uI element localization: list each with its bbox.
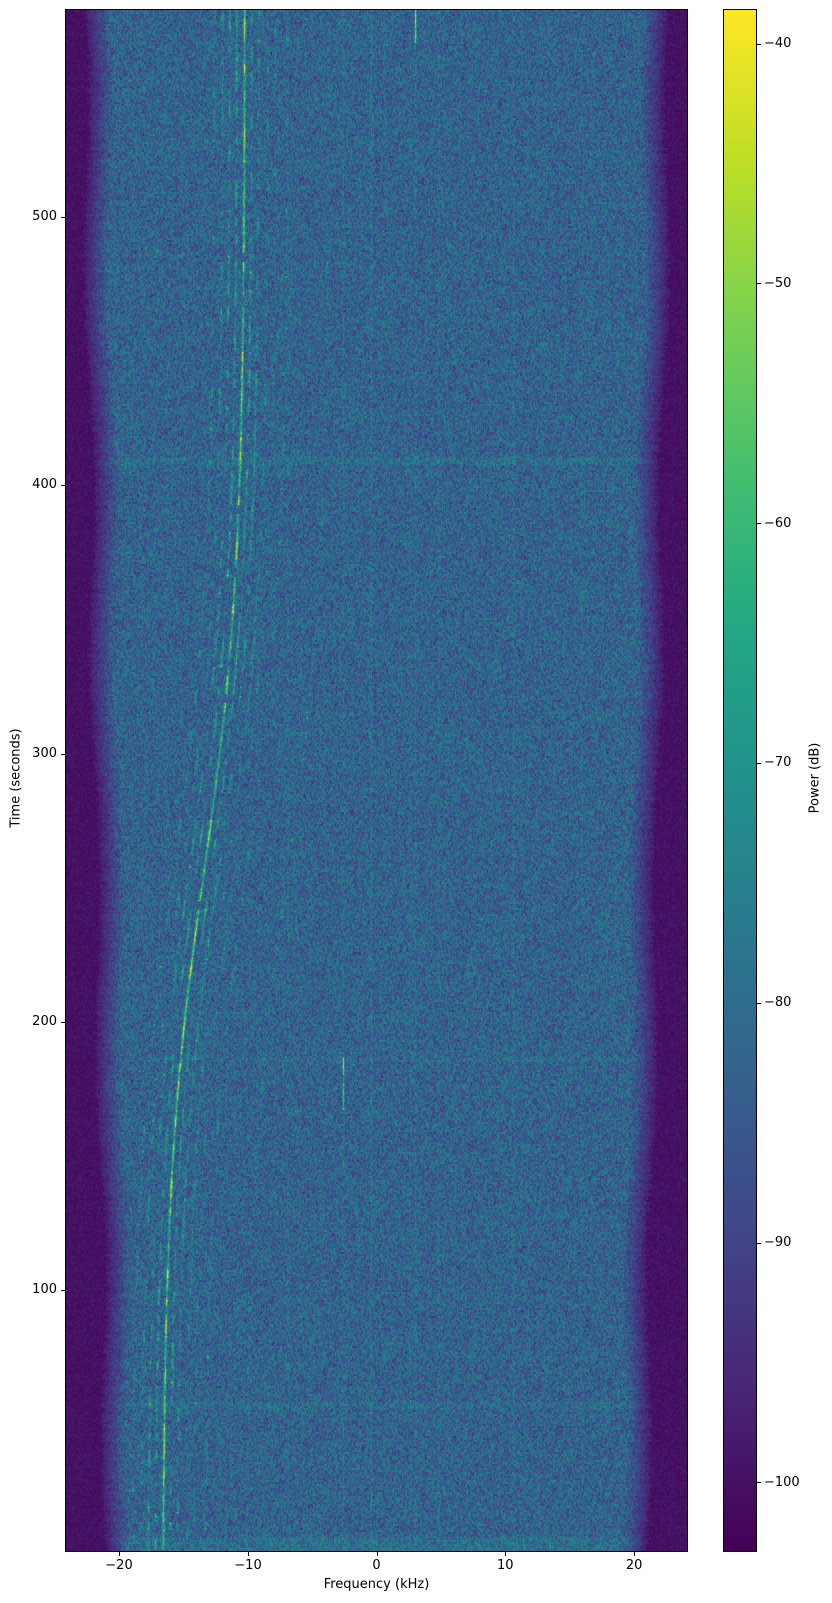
x-axis-label: Frequency (kHz)	[323, 1577, 430, 1592]
x-tick-mark	[505, 1552, 507, 1556]
y-tick-label: 200	[32, 1014, 57, 1029]
colorbar-tick-label: −100	[764, 1474, 800, 1490]
spectrogram-canvas	[66, 10, 687, 1551]
x-tick-label: −20	[105, 1558, 133, 1573]
colorbar-tick-label: −90	[764, 1235, 792, 1250]
y-tick-mark	[61, 485, 65, 487]
colorbar-label: Power (dB)	[807, 742, 823, 814]
y-tick-label: 100	[32, 1282, 57, 1298]
y-tick-mark	[61, 1290, 65, 1292]
colorbar-tick-label: −60	[764, 515, 792, 531]
colorbar-tick-mark	[757, 1482, 761, 1484]
y-tick-mark	[61, 217, 65, 218]
y-tick-label: 400	[32, 477, 57, 493]
colorbar-tick-mark	[757, 763, 761, 764]
colorbar-tick-mark	[757, 43, 761, 45]
y-tick-mark	[61, 753, 65, 755]
x-tick-label: 0	[372, 1558, 381, 1573]
x-tick-mark	[118, 1552, 120, 1556]
colorbar-tick-label: −40	[764, 36, 792, 51]
y-tick-label: 500	[32, 209, 57, 224]
colorbar-tick-label: −50	[764, 275, 792, 291]
plot-area	[65, 9, 688, 1552]
colorbar-tick-mark	[757, 1002, 761, 1004]
colorbar-tick-label: −70	[764, 755, 792, 771]
x-tick-label: 20	[625, 1558, 643, 1573]
x-tick-mark	[247, 1552, 249, 1556]
y-tick-label: 300	[32, 745, 57, 761]
x-tick-mark	[376, 1552, 378, 1556]
y-axis-label: Time (seconds)	[8, 728, 24, 828]
colorbar-tick-mark	[757, 283, 761, 285]
x-tick-mark	[634, 1552, 636, 1556]
colorbar-tick-mark	[757, 1242, 761, 1244]
x-tick-label: −10	[234, 1558, 262, 1573]
colorbar-gradient	[724, 10, 756, 1551]
y-tick-mark	[61, 1022, 65, 1023]
colorbar-tick-label: −80	[764, 995, 792, 1011]
colorbar	[723, 9, 757, 1552]
colorbar-tick-mark	[757, 523, 761, 525]
x-tick-label: 10	[497, 1558, 514, 1573]
